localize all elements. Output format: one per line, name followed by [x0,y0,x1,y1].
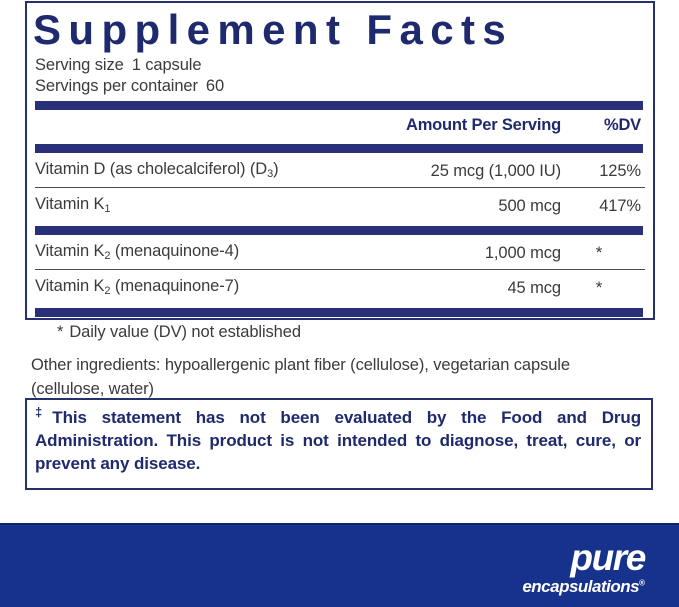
column-header-amount-per-serving: Amount Per Serving [405,116,561,134]
pure-encapsulations-logo: pure encapsulations® [522,537,646,596]
column-header-percent-dv: %DV [604,116,641,134]
nutrition-rows: Vitamin K1 500 mcg 417% [27,188,653,222]
fda-disclaimer-box: ‡This statement has not been evaluated b… [25,398,653,490]
nutrition-rows: Vitamin K2 (menaquinone-4) 1,000 mcg * [27,235,653,269]
table-row: Vitamin K2 (menaquinone-7) 45 mcg * [27,270,653,304]
table-row: Vitamin D (as cholecalciferol) (D3) 25 m… [27,153,653,187]
nutrient-amount: 25 mcg (1,000 IU) [430,162,561,180]
serving-size-label: Serving size [35,56,124,74]
nutrient-dv: * [595,278,603,297]
nutrient-name-suffix: (menaquinone-4) [110,242,240,260]
servings-per-container-value: 60 [205,77,225,95]
brand-footer-band: pure encapsulations® [0,523,679,607]
nutrient-amount: 45 mcg [507,279,561,297]
row-separator [35,187,645,188]
brand-name-pure: pure [570,537,646,578]
servings-per-container-label: Servings per container [35,77,198,95]
divider-bar-bottom [35,308,643,317]
nutrient-amount: 500 mcg [498,197,561,215]
serving-size-value: 1 capsule [131,56,202,74]
nutrition-table: Amount Per Serving %DV [27,110,653,140]
daily-value-footnote: * Daily value (DV) not established [27,317,653,344]
fda-disclaimer-body: This statement has not been evaluated by… [35,408,641,473]
nutrient-name-subscript: 2 [104,285,111,297]
table-row: Vitamin K1 500 mcg 417% [27,188,653,222]
divider-bar-header [35,144,643,153]
nutrient-name-prefix: Vitamin D (as cholecalciferol) (D [35,160,268,178]
column-header-nutrient [27,110,367,140]
table-header-row: Amount Per Serving %DV [27,110,653,140]
footnote-text: Daily value (DV) not established [69,323,301,341]
footnote-symbol: * [57,323,64,341]
page-title: Supplement Facts [33,6,514,53]
supplement-facts-panel: Supplement Facts Serving size 1 capsule S… [25,1,655,341]
table-row: Vitamin K2 (menaquinone-4) 1,000 mcg * [27,235,653,269]
nutrient-name-suffix: (menaquinone-7) [110,277,240,295]
nutrient-name-subscript: 1 [104,203,111,215]
nutrient-name: Vitamin K2 (menaquinone-7) [27,270,367,304]
nutrient-name-subscript: 3 [267,168,274,180]
servings-per-container-line: Servings per container 60 [27,76,653,97]
other-ingredients-text: Other ingredients: hypoallergenic plant … [31,355,570,398]
double-dagger-symbol: ‡ [35,404,53,420]
nutrient-name-subscript: 2 [104,250,111,262]
divider-bar-middle [35,226,643,235]
brand-subtitle-wrap: encapsulations® [522,578,645,596]
nutrition-rows: Vitamin D (as cholecalciferol) (D3) 25 m… [27,153,653,187]
registered-trademark-icon: ® [639,578,645,588]
divider-bar-top [35,101,643,110]
brand-name-encapsulations: encapsulations [522,577,640,596]
nutrient-dv: * [595,243,603,262]
nutrient-dv: 125% [599,162,641,180]
nutrition-rows: Vitamin K2 (menaquinone-7) 45 mcg * [27,270,653,304]
nutrient-name: Vitamin K2 (menaquinone-4) [27,235,367,269]
nutrient-dv: 417% [599,197,641,215]
nutrient-name-suffix: ) [273,160,279,178]
serving-size-line: Serving size 1 capsule [27,55,653,76]
nutrient-name: Vitamin D (as cholecalciferol) (D3) [27,153,367,187]
nutrient-amount: 1,000 mcg [484,244,561,262]
fda-disclaimer-text: ‡This statement has not been evaluated b… [27,400,651,475]
nutrient-name: Vitamin K1 [27,188,367,222]
nutrient-name-prefix: Vitamin K [35,277,105,295]
nutrient-name-prefix: Vitamin K [35,242,105,260]
nutrient-name-prefix: Vitamin K [35,195,105,213]
row-separator [35,269,645,270]
